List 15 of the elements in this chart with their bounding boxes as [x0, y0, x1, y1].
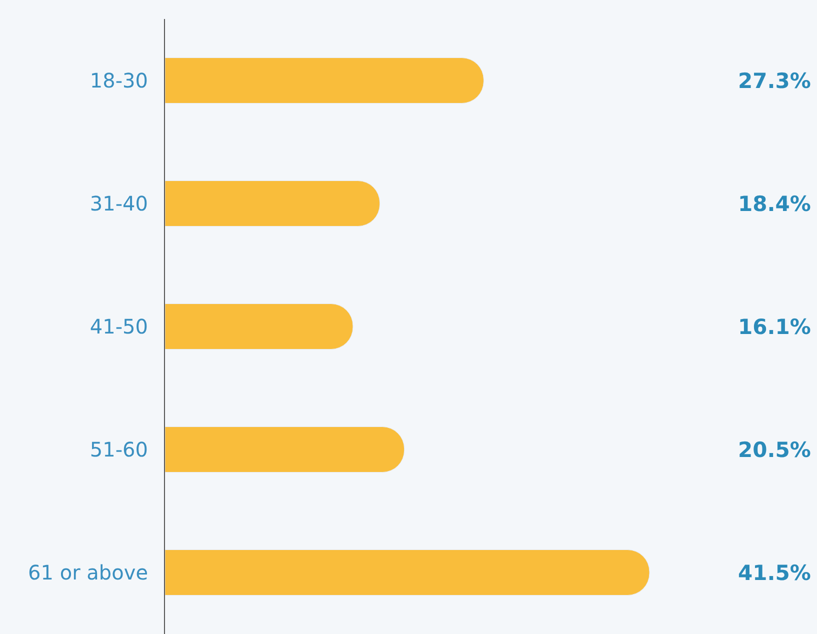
- data-label: 18.4%: [738, 192, 811, 216]
- data-label: 20.5%: [738, 438, 811, 462]
- bar: [165, 58, 484, 104]
- data-label: 16.1%: [738, 315, 811, 339]
- y-tick-label: 18-30: [90, 68, 148, 92]
- y-tick-label: 51-60: [90, 438, 148, 462]
- bar: [165, 426, 405, 473]
- bar: [165, 304, 354, 350]
- data-label: 41.5%: [738, 561, 811, 585]
- y-tick-label: 31-40: [90, 192, 148, 216]
- bar: [165, 550, 650, 596]
- y-tick-label: 41-50: [90, 314, 148, 338]
- y-tick-label: 61 or above: [28, 560, 148, 584]
- bar: [165, 180, 380, 227]
- data-label: 27.3%: [738, 69, 811, 93]
